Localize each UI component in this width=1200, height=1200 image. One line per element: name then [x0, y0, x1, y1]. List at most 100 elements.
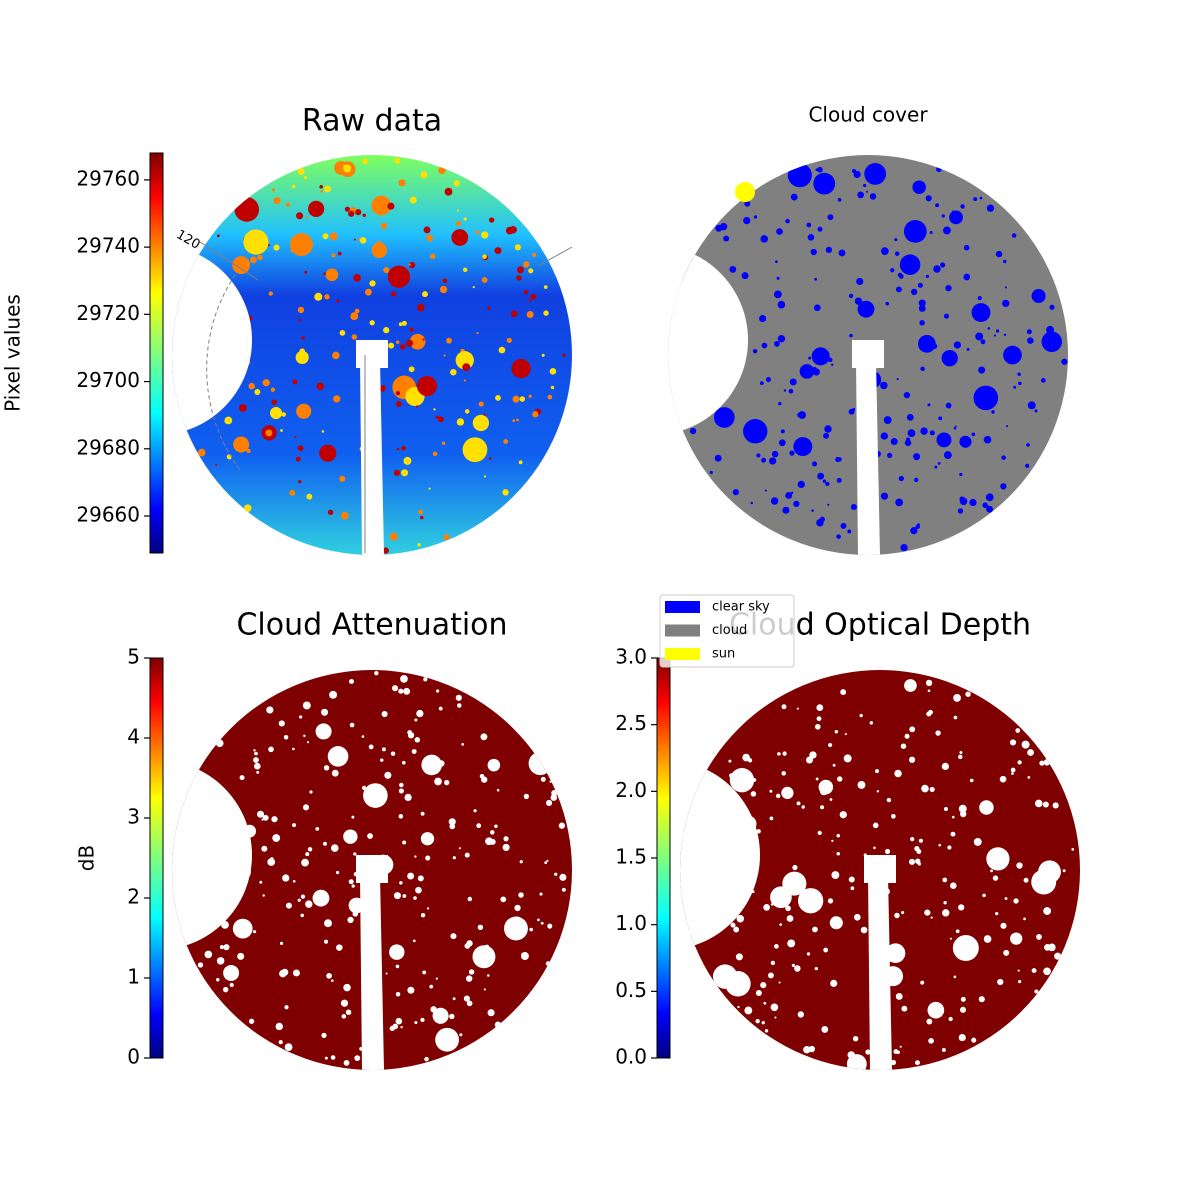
sky-speck	[392, 1023, 399, 1030]
sky-speck	[435, 415, 439, 419]
sky-speck	[333, 395, 341, 403]
sky-speck	[823, 947, 829, 953]
sky-speck	[1040, 378, 1046, 383]
sky-speck	[396, 447, 400, 451]
sky-speck	[344, 206, 351, 212]
sky-speck	[1042, 801, 1049, 808]
sky-speck	[473, 809, 477, 813]
sky-speck	[777, 300, 786, 309]
sky-speck	[853, 170, 861, 179]
sky-speck	[735, 953, 743, 961]
sky-speck	[973, 197, 978, 202]
sky-speck	[983, 435, 992, 444]
sky-speck	[759, 315, 767, 323]
sky-speck	[239, 775, 245, 781]
sky-speck	[829, 798, 833, 801]
sky-speck	[540, 921, 544, 925]
sky-speck	[321, 1032, 327, 1038]
sky-speck	[980, 339, 986, 345]
sky-speck	[233, 436, 250, 453]
sky-speck	[752, 778, 757, 782]
sky-speck	[797, 1011, 805, 1018]
sky-speck	[789, 378, 797, 386]
sky-speck	[302, 701, 311, 710]
sky-speck	[995, 911, 999, 916]
mask-strip	[360, 360, 384, 555]
sky-speck	[991, 410, 995, 414]
sky-speck	[876, 790, 880, 793]
sky-speck	[331, 979, 334, 982]
sky-speck	[949, 937, 953, 940]
sky-speck	[443, 534, 450, 541]
sky-speck	[1006, 425, 1009, 428]
sky-speck	[1054, 952, 1062, 960]
sky-speck	[852, 1035, 859, 1042]
sky-speck	[941, 214, 945, 218]
sky-speck	[936, 166, 942, 173]
sky-image	[172, 155, 572, 555]
sky-speck	[420, 515, 424, 520]
sky-speck	[990, 869, 994, 873]
sky-speck	[435, 1027, 459, 1052]
sky-speck	[837, 457, 842, 462]
sky-speck	[354, 1055, 361, 1062]
sky-speck	[982, 502, 988, 508]
sky-speck	[848, 293, 854, 299]
sky-speck	[938, 843, 942, 847]
sky-speck	[490, 830, 495, 835]
sky-speck	[918, 299, 926, 307]
sky-speck	[929, 786, 935, 793]
sky-speck	[290, 233, 313, 256]
sky-speck	[422, 970, 427, 975]
sky-speck	[869, 721, 874, 725]
sky-speck	[216, 978, 220, 982]
sky-speck	[306, 741, 310, 744]
sky-speck	[1015, 728, 1021, 733]
sky-speck	[466, 454, 469, 457]
sky-speck	[345, 1009, 352, 1016]
colorbar-tick-label: 3	[127, 805, 140, 829]
sky-speck	[729, 265, 737, 273]
sky-speck	[896, 378, 899, 381]
sky-speck	[401, 760, 406, 765]
panel-title: Cloud cover	[808, 103, 928, 127]
sky-speck	[999, 775, 1007, 783]
sky-speck	[512, 395, 520, 403]
sky-speck	[832, 916, 837, 922]
sky-speck	[414, 737, 421, 743]
sky-speck	[537, 918, 540, 922]
sky-speck	[977, 296, 982, 301]
sky-speck	[893, 945, 902, 954]
sky-speck	[863, 183, 867, 188]
colorbar-tick-label: 2.0	[615, 778, 647, 802]
sky-speck	[941, 349, 958, 367]
sky-speck	[744, 200, 751, 207]
colorbar-tick-label: 0.0	[615, 1045, 647, 1069]
sky-speck	[418, 509, 423, 515]
sky-speck	[395, 390, 401, 396]
sky-speck	[353, 273, 361, 282]
sky-speck	[825, 481, 830, 487]
sky-speck	[1026, 329, 1032, 335]
sky-speck	[960, 501, 963, 504]
sky-speck	[971, 432, 976, 437]
sky-speck	[827, 214, 834, 221]
sky-speck	[806, 952, 811, 956]
sky-speck	[959, 435, 972, 448]
sky-speck	[425, 855, 431, 861]
sky-speck	[466, 1000, 473, 1007]
sky-speck	[813, 172, 836, 195]
sky-speck	[284, 1005, 289, 1010]
sky-speck	[416, 709, 424, 718]
sky-speck	[873, 846, 876, 850]
sky-speck	[343, 164, 347, 168]
sky-speck	[551, 789, 558, 797]
sky-speck	[398, 179, 406, 187]
sky-speck	[387, 202, 395, 210]
sky-speck	[343, 983, 351, 992]
sky-speck	[917, 282, 923, 288]
sky-speck	[301, 336, 305, 340]
sky-speck	[836, 851, 841, 856]
panel-title: Raw data	[302, 104, 442, 139]
sky-speck	[271, 816, 278, 823]
